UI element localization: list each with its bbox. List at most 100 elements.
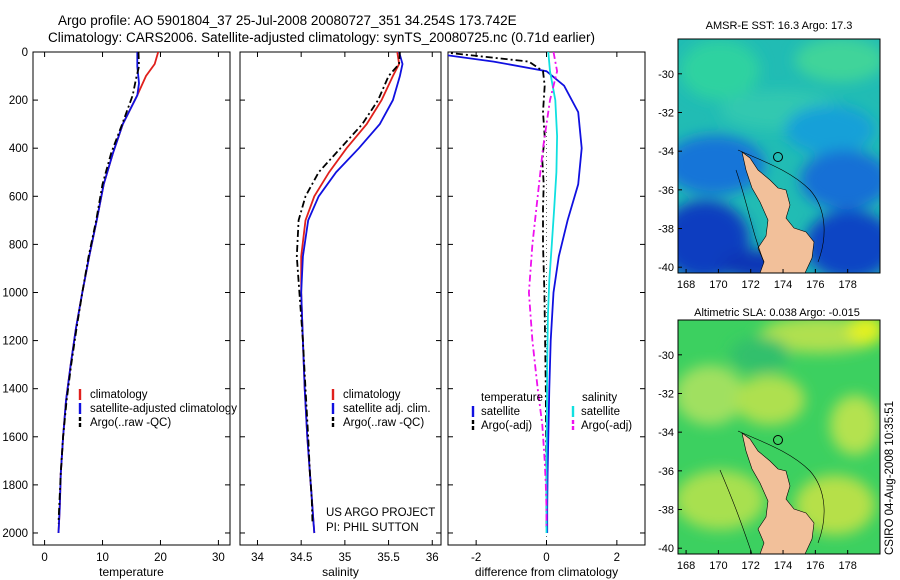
salinity-line-argo-raw-qc-: [295, 52, 401, 524]
temperature-ytick-label: 1400: [2, 384, 28, 396]
credit-csiro: CSIRO 04-Aug-2008 10:35:51: [884, 401, 896, 555]
sst-map-xtick-label: 172: [742, 279, 760, 291]
sla-map-xtick-label: 172: [742, 560, 760, 572]
difference-xtick-label: -2: [471, 552, 481, 564]
temperature-ytick-label: 1000: [2, 287, 28, 299]
salinity-xtick-label: 35.5: [377, 552, 399, 564]
diff-legend-label: satellite: [581, 406, 620, 418]
temperature-xtick-label: 0: [41, 552, 47, 564]
sla-map-xtick-label: 168: [677, 560, 695, 572]
credit-pi: PI: PHIL SUTTON: [326, 522, 419, 534]
temperature-legend-label: satellite-adjusted climatology: [90, 403, 237, 415]
sst-contour: [737, 149, 825, 263]
temperature-ytick-label: 2000: [2, 528, 28, 540]
sst-map-ytick-label: -30: [658, 69, 674, 81]
sla-contour-2: [719, 469, 753, 554]
sst-map-xtick-label: 178: [839, 279, 857, 291]
temperature-ytick-label: 1200: [2, 336, 28, 348]
sst-map-ytick-label: -34: [658, 146, 674, 158]
difference-xlabel: difference from climatology: [475, 565, 618, 579]
temperature-line-argo-raw-qc-: [57, 52, 140, 524]
sst-map: AMSR-E SST: 16.3 Argo: 17.3 168 170 172 174…: [658, 20, 881, 291]
sst-map-xtick-label: 176: [806, 279, 824, 291]
difference-xtick-label: 2: [614, 552, 620, 564]
temperature-ytick-label: 600: [9, 191, 28, 203]
diff-legend-title: salinity: [582, 392, 617, 404]
sla-map-ytick-label: -30: [658, 350, 674, 362]
sst-map-ytick-label: -36: [658, 185, 674, 197]
sla-contour: [737, 430, 825, 544]
difference-line-temperature-satellite: [448, 54, 583, 533]
salinity-series: [295, 52, 404, 534]
temperature-xtick-label: 20: [154, 552, 167, 564]
difference-xtick-label: 0: [543, 552, 549, 564]
sst-map-title: AMSR-E SST: 16.3 Argo: 17.3: [706, 20, 853, 32]
diff-legend-label: satellite: [481, 406, 520, 418]
difference-series: [448, 52, 583, 533]
salinity-panel: 34 34.5 35 35.5 36 salinity climatology satelli…: [239, 51, 442, 579]
temperature-xtick-label: 30: [212, 552, 225, 564]
salinity-legend-label: climatology: [343, 389, 401, 401]
salinity-xtick-label: 35: [338, 552, 351, 564]
sla-map-xtick-label: 176: [806, 560, 824, 572]
north-island-land: [741, 151, 815, 273]
salinity-axes-frame: [239, 51, 442, 546]
sst-contour-2: [735, 169, 765, 263]
salinity-xtick-label: 36: [426, 552, 439, 564]
argo-location-marker: [773, 152, 783, 162]
figure-title-line1: Argo profile: AO 5901804_37 25-Jul-2008 …: [58, 13, 517, 28]
credit-project: US ARGO PROJECT: [326, 507, 435, 519]
temperature-axes-frame: [32, 51, 231, 546]
sst-map-xtick-label: 170: [709, 279, 727, 291]
sst-map-xtick-label: 174: [774, 279, 792, 291]
sla-map-ytick-label: -34: [658, 427, 674, 439]
sla-map-ytick-label: -38: [658, 505, 674, 517]
temperature-xtick-label: 10: [96, 552, 109, 564]
sla-field: [678, 320, 880, 554]
sla-map-xtick-label: 174: [774, 560, 792, 572]
temperature-ytick-label: 1800: [2, 480, 28, 492]
north-island-land-2: [741, 432, 815, 554]
salinity-xtick-label: 34.5: [290, 552, 312, 564]
temperature-ytick-label: 1600: [2, 432, 28, 444]
figure-title-line2: Climatology: CARS2006. Satellite-adjuste…: [48, 30, 595, 45]
temperature-ytick-label: 400: [9, 143, 28, 155]
sla-map-xtick-label: 170: [709, 560, 727, 572]
temperature-line-satellite-adjusted-climatology: [57, 52, 140, 534]
diff-legend-title: temperature: [481, 392, 543, 404]
sla-map-ytick-label: -40: [658, 543, 674, 555]
diff-legend-label: Argo(-adj): [581, 420, 632, 432]
difference-line-temperature-argo-adj-: [448, 52, 548, 529]
salinity-xtick-label: 34: [251, 552, 264, 564]
difference-line-salinity-argo-adj-: [527, 52, 559, 529]
salinity-legend-label: Argo(..raw -QC): [343, 417, 424, 429]
sst-map-ytick-label: -32: [658, 107, 674, 119]
sst-map-ytick-label: -38: [658, 224, 674, 236]
temperature-legend-label: climatology: [90, 389, 148, 401]
temperature-ytick-label: 200: [9, 95, 28, 107]
temperature-legend-label: Argo(..raw -QC): [90, 417, 171, 429]
salinity-legend-label: satellite adj. clim.: [343, 403, 431, 415]
temperature-ytick-label: 0: [22, 47, 28, 59]
salinity-xlabel: salinity: [322, 565, 359, 579]
sst-map-ytick-label: -40: [658, 262, 674, 274]
temperature-panel: 0 10 20 30 0 200 400 600 800 1000 1200 1400 1600 1800…: [2, 47, 237, 579]
sla-map: Altimetric SLA: 0.038 Argo: -0.015 168 17…: [658, 307, 881, 572]
difference-line-salinity-satellite: [545, 52, 559, 533]
salinity-line-climatology: [300, 52, 401, 534]
temperature-ytick-label: 800: [9, 239, 28, 251]
sla-map-ytick-label: -32: [658, 388, 674, 400]
salinity-line-satellite-adj-clim-: [300, 52, 404, 534]
diff-legend-label: Argo(-adj): [481, 420, 532, 432]
temperature-line-climatology: [57, 52, 160, 534]
sla-map-ytick-label: -36: [658, 466, 674, 478]
temperature-xlabel: temperature: [99, 565, 164, 579]
argo-location-marker-2: [773, 435, 783, 445]
sla-map-xtick-label: 178: [839, 560, 857, 572]
sst-field: [678, 39, 880, 273]
sst-map-xtick-label: 168: [677, 279, 695, 291]
temperature-series: [57, 52, 160, 534]
sla-map-title: Altimetric SLA: 0.038 Argo: -0.015: [694, 307, 860, 319]
